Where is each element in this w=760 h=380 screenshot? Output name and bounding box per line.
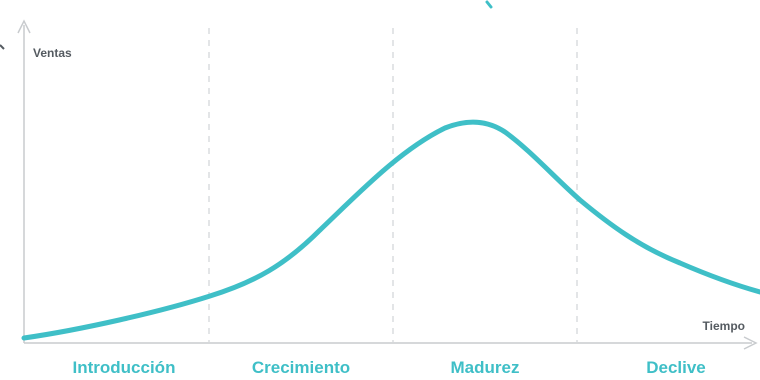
stage-label-introduccion: Introducción (73, 358, 176, 377)
stage-label-madurez: Madurez (451, 358, 520, 377)
y-axis-arrow-icon (17, 19, 31, 34)
stage-label-declive: Declive (646, 358, 706, 377)
stage-label-crecimiento: Crecimiento (252, 358, 350, 377)
x-axis-label: Tiempo (703, 319, 745, 333)
left-edge-mark (0, 44, 5, 50)
sales-curve (21, 119, 760, 341)
top-edge-mark (485, 0, 493, 9)
y-axis-label: Ventas (33, 46, 72, 60)
x-axis-arrow-icon (743, 336, 758, 350)
